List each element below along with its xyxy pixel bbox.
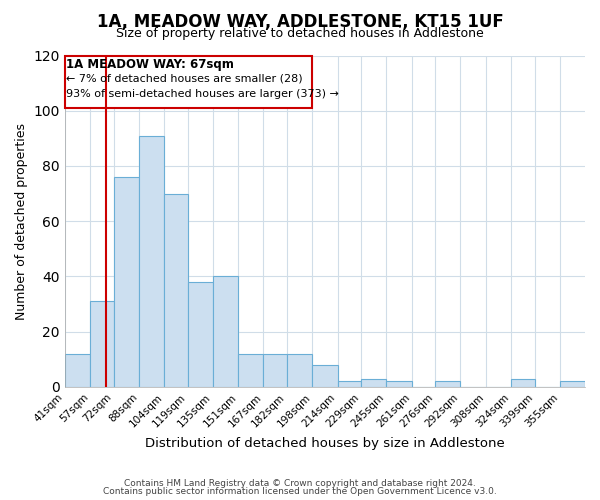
Text: Contains HM Land Registry data © Crown copyright and database right 2024.: Contains HM Land Registry data © Crown c… [124,478,476,488]
Text: 93% of semi-detached houses are larger (373) →: 93% of semi-detached houses are larger (… [67,88,339,99]
Bar [139,136,164,387]
Bar [312,365,338,387]
X-axis label: Distribution of detached houses by size in Addlestone: Distribution of detached houses by size … [145,437,505,450]
Bar [238,354,263,387]
Bar [361,378,386,387]
Bar [188,282,213,387]
FancyBboxPatch shape [65,56,312,108]
Bar [511,378,535,387]
Bar [113,177,139,387]
Text: 1A, MEADOW WAY, ADDLESTONE, KT15 1UF: 1A, MEADOW WAY, ADDLESTONE, KT15 1UF [97,12,503,30]
Bar [164,194,188,387]
Bar [435,382,460,387]
Text: ← 7% of detached houses are smaller (28): ← 7% of detached houses are smaller (28) [67,74,303,84]
Bar [287,354,312,387]
Bar [65,354,90,387]
Bar [560,382,585,387]
Y-axis label: Number of detached properties: Number of detached properties [15,122,28,320]
Text: Size of property relative to detached houses in Addlestone: Size of property relative to detached ho… [116,28,484,40]
Bar [386,382,412,387]
Bar [90,302,113,387]
Bar [213,276,238,387]
Bar [338,382,361,387]
Text: 1A MEADOW WAY: 67sqm: 1A MEADOW WAY: 67sqm [67,58,234,70]
Text: Contains public sector information licensed under the Open Government Licence v3: Contains public sector information licen… [103,487,497,496]
Bar [263,354,287,387]
